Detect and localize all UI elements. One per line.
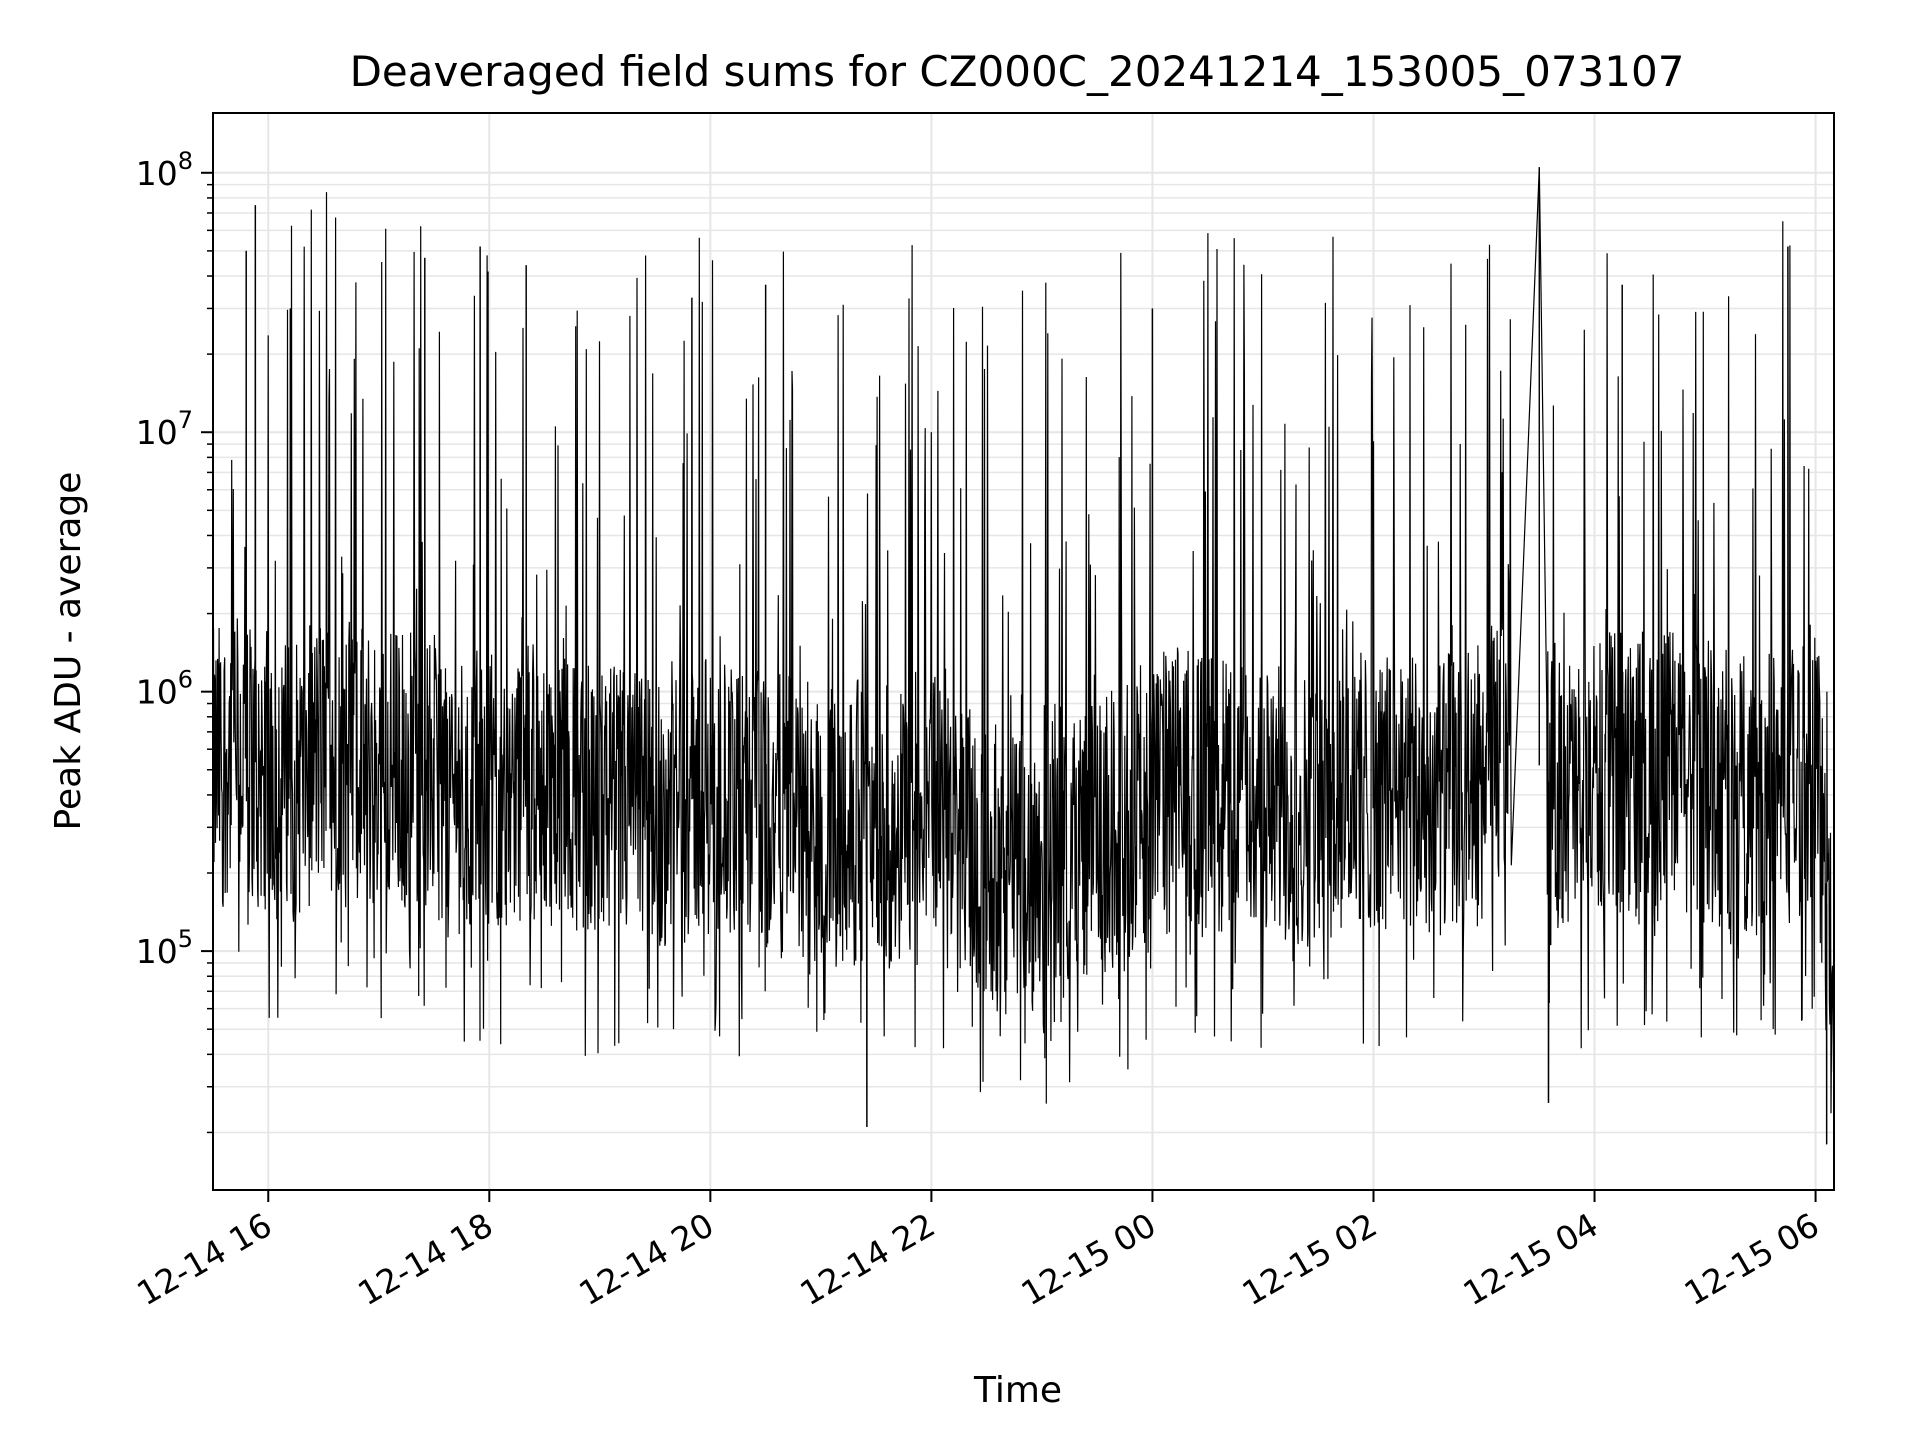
plot-frame [212, 112, 1835, 1191]
y-tick-label: 105 [136, 925, 193, 971]
series-line [212, 167, 1835, 1145]
data-series [212, 167, 1835, 1145]
x-axis-label: Time [973, 1370, 1062, 1411]
chart-title: Deaveraged field sums for CZ000C_2024121… [350, 47, 1685, 96]
y-axis-label: Peak ADU - average [48, 472, 89, 831]
